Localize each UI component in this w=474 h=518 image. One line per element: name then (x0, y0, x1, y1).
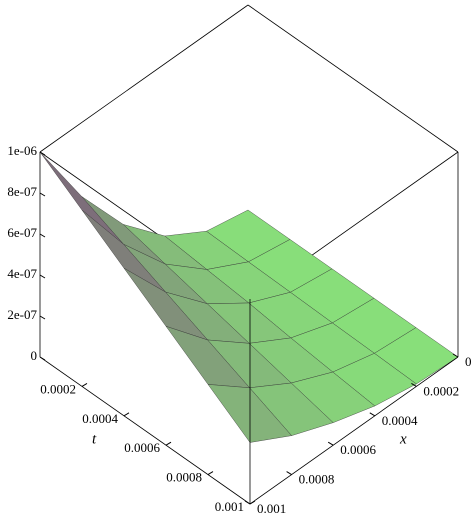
x-tick-label: 0.0002 (423, 383, 459, 398)
x-tick-label: 0.0008 (299, 472, 335, 487)
axis-label: x (399, 431, 407, 447)
z-tick (39, 315, 46, 320)
axis-label: t (92, 431, 97, 447)
z-tick-label: 2e-07 (7, 307, 37, 322)
x-tick (286, 471, 292, 476)
t-tick (81, 382, 88, 387)
x-tick (452, 353, 459, 358)
box-edge (39, 4, 249, 153)
x-tick (244, 500, 251, 505)
z-tick (39, 151, 46, 156)
z-tick-label: 0 (31, 348, 38, 363)
x-tick (369, 412, 376, 417)
t-tick-label: 0.0002 (40, 381, 76, 396)
z-tick-label: 4e-07 (7, 266, 37, 281)
z-tick-label: 1e-06 (7, 143, 37, 158)
t-tick-label: 0.001 (215, 499, 244, 514)
surface-patch (39, 151, 124, 245)
z-tick (39, 233, 46, 238)
t-tick-label: 0.0004 (82, 411, 118, 426)
t-tick (207, 471, 214, 476)
x-tick-label: 0.001 (257, 501, 286, 516)
t-tick (249, 500, 256, 505)
x-tick-label: 0.0006 (340, 442, 376, 457)
x-tick (411, 382, 417, 387)
t-tick-label: 0.0008 (166, 470, 202, 485)
z-tick (39, 274, 46, 279)
x-tick-label: 0.0004 (382, 413, 418, 428)
z-tick-label: 6e-07 (7, 225, 37, 240)
z-tick (39, 192, 46, 197)
axis-line (249, 356, 459, 505)
z-tick-label: 8e-07 (7, 184, 37, 199)
box-edge (247, 4, 459, 153)
x-tick (327, 441, 334, 446)
t-tick-label: 0.0006 (124, 440, 160, 455)
t-tick (123, 412, 130, 417)
x-tick-label: 0 (465, 354, 472, 369)
z-tick (39, 356, 46, 361)
t-tick (165, 441, 172, 446)
axis-line (39, 356, 251, 505)
